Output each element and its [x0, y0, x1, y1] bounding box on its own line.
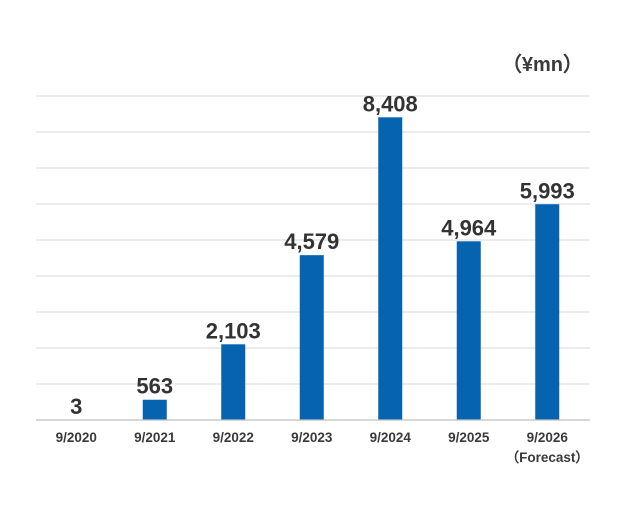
x-tick-label-9-2024: 9/2024	[370, 430, 412, 445]
data-label-9-2020: 3	[70, 394, 82, 419]
gridlines	[36, 95, 590, 385]
x-tick-label-9-2021: 9/2021	[134, 430, 176, 445]
bar-9-2026	[535, 204, 560, 420]
x-tick-label-9-2026: 9/2026	[527, 430, 569, 445]
x-tick-label-9-2022: 9/2022	[213, 430, 254, 445]
x-axis-tick-labels: 9/2020 9/2021 9/2022 9/2023 9/2024 9/2025 9/20…	[56, 430, 589, 465]
bar-9-2021	[142, 399, 167, 420]
data-label-9-2025: 4,964	[441, 215, 497, 240]
bar-9-2022	[221, 344, 246, 420]
x-tick-label-9-2023: 9/2023	[291, 430, 333, 445]
x-tick-label-9-2025: 9/2025	[448, 430, 490, 445]
x-tick-sublabel-9-2026: （Forecast）	[506, 450, 589, 465]
data-label-9-2022: 2,103	[206, 318, 261, 343]
bar-9-2024	[378, 117, 403, 420]
data-label-9-2026: 5,993	[520, 178, 575, 203]
bar-9-2025	[456, 241, 481, 420]
bars	[64, 117, 560, 420]
data-labels: 3 563 2,103 4,579 8,408 4,964 5,993	[70, 91, 575, 419]
unit-label: （¥mn）	[502, 53, 583, 76]
data-label-9-2024: 8,408	[363, 91, 418, 116]
bar-9-2023	[299, 255, 324, 420]
data-label-9-2023: 4,579	[284, 229, 339, 254]
x-tick-label-9-2020: 9/2020	[56, 430, 97, 445]
data-label-9-2021: 563	[136, 374, 173, 399]
